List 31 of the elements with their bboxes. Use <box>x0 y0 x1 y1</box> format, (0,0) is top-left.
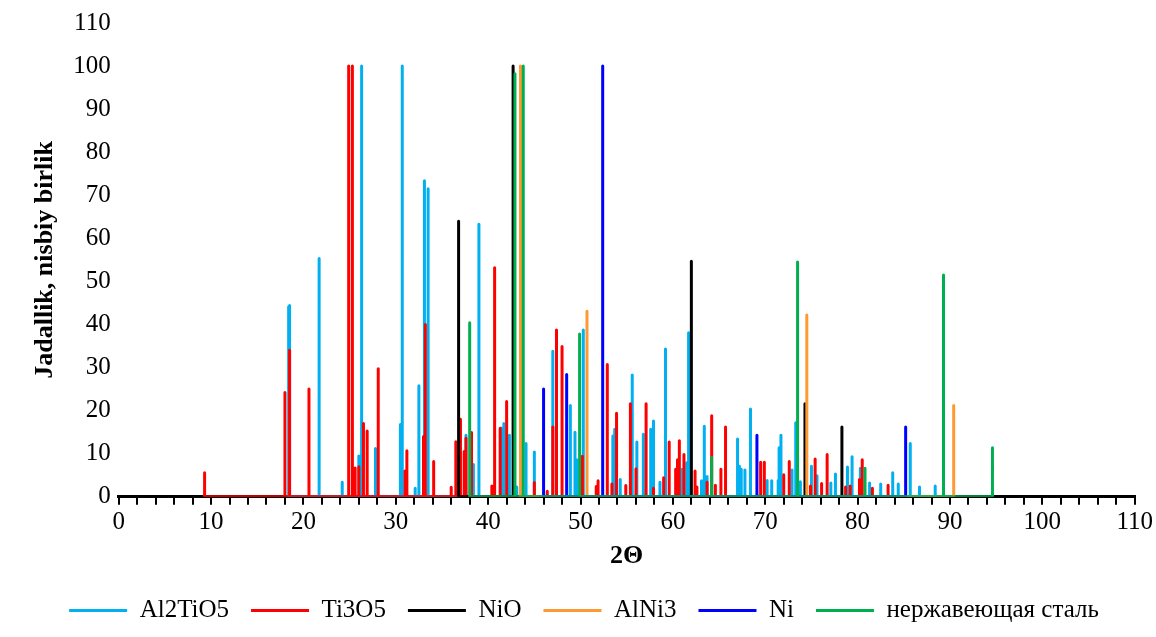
y-tick-label: 20 <box>85 395 111 423</box>
y-tick-label: 80 <box>85 136 111 164</box>
x-tick-label: 80 <box>845 507 871 535</box>
x-tick-label: 40 <box>475 507 501 535</box>
y-tick-label: 100 <box>73 50 111 78</box>
x-tick-label: 90 <box>937 507 963 535</box>
legend-label: нержавеющая сталь <box>886 595 1099 623</box>
x-tick-label: 10 <box>198 507 224 535</box>
y-tick-label: 10 <box>85 438 111 466</box>
y-tick-label: 0 <box>98 481 111 509</box>
legend-label: Al2TiO5 <box>139 595 230 623</box>
y-tick-label: 30 <box>85 352 111 380</box>
x-tick-label: 30 <box>383 507 409 535</box>
legend-label: NiO <box>478 595 522 623</box>
x-axis-title: 2Θ <box>610 540 644 570</box>
y-tick-label: 90 <box>85 93 111 121</box>
y-tick-label: 50 <box>85 266 111 293</box>
legend-label: Ti3O5 <box>321 595 386 623</box>
y-tick-label: 110 <box>74 7 111 35</box>
x-tick-label: 110 <box>1116 507 1153 535</box>
x-tick-label: 100 <box>1023 507 1062 535</box>
legend-label: AlNi3 <box>613 595 677 623</box>
x-tick-label: 70 <box>752 507 778 535</box>
y-tick-label: 70 <box>85 179 111 207</box>
x-tick-label: 50 <box>568 507 594 535</box>
x-tick-label: 60 <box>660 507 686 535</box>
x-tick-label: 20 <box>290 507 316 535</box>
legend-label: Ni <box>768 595 795 623</box>
y-axis-title: Jadallik, nisbiy birlik <box>29 140 59 379</box>
y-tick-label: 60 <box>85 222 111 250</box>
y-tick-label: 40 <box>85 309 111 337</box>
